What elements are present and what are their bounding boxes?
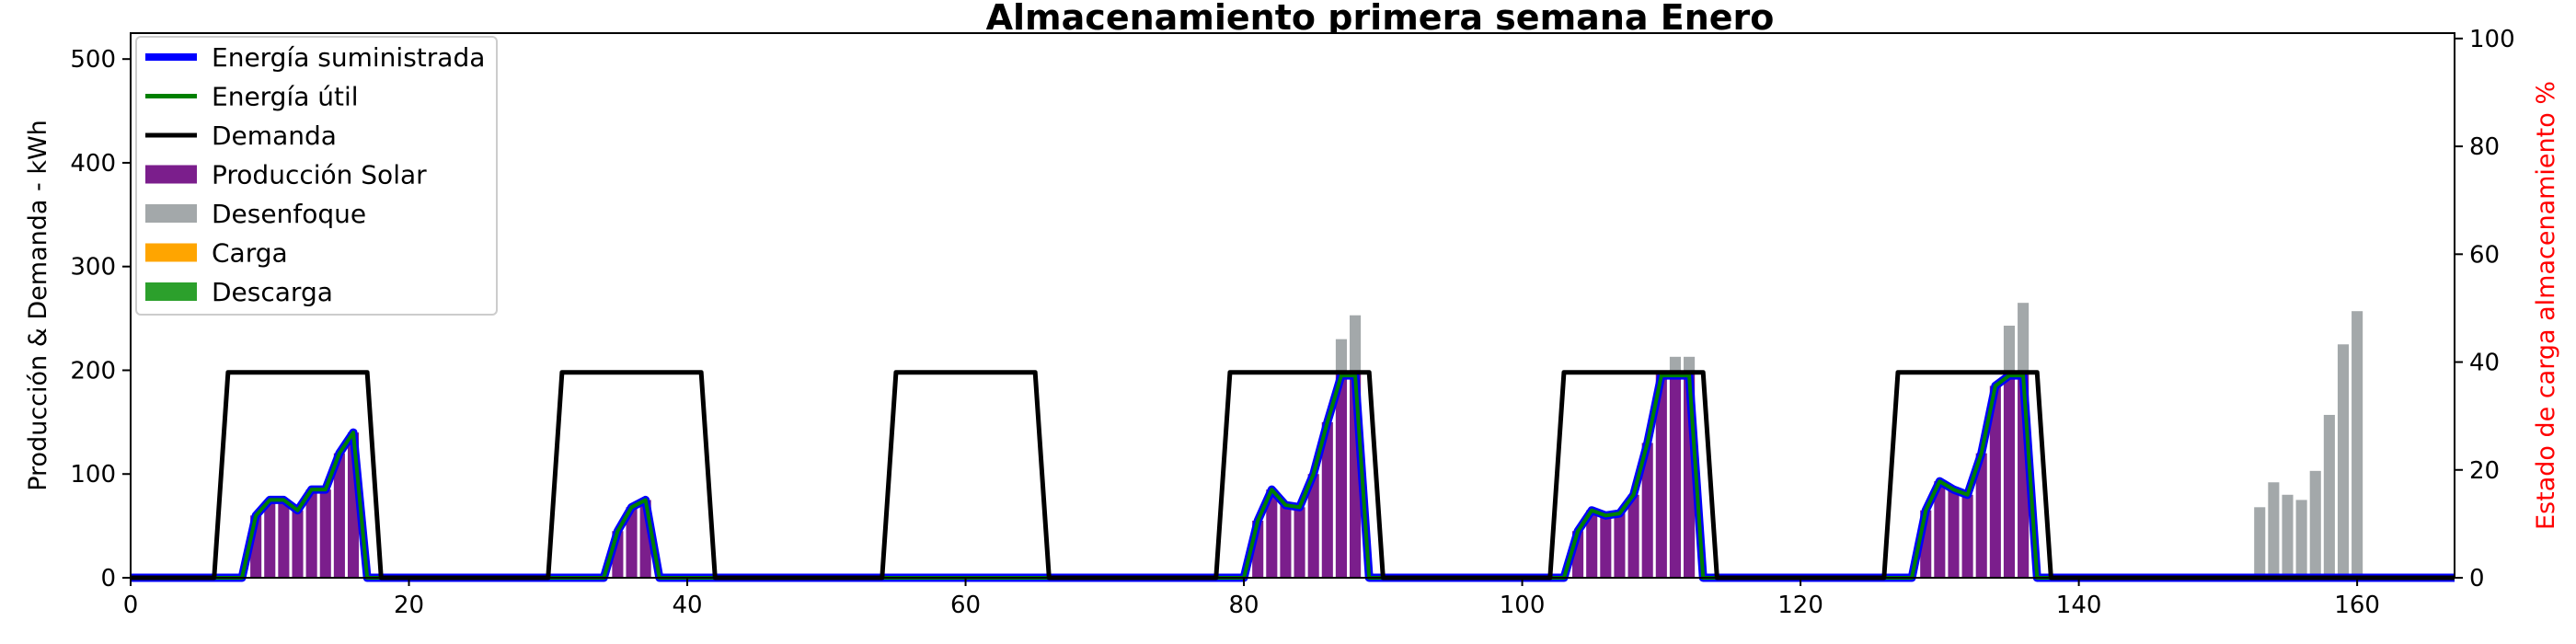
y-tick-label: 300 <box>70 254 116 282</box>
legend-label: Producción Solar <box>212 160 427 190</box>
plot-frame <box>130 32 2455 579</box>
y-axis-ticks: 0 100 200 300 400 500 <box>70 46 131 592</box>
solar-bar <box>1294 507 1305 578</box>
legend: Energía suministrada Energía útil Demanda P… <box>135 36 498 316</box>
x-tick-label: 40 <box>672 592 702 619</box>
y2-tick-label: 40 <box>2469 350 2500 377</box>
solar-bar <box>305 489 317 578</box>
legend-label: Descarga <box>212 277 333 307</box>
y2-tick-label: 100 <box>2469 26 2515 53</box>
legend-patch-swatch <box>145 204 197 223</box>
solar-bar <box>1321 421 1333 578</box>
x-tick-label: 100 <box>1500 592 1546 619</box>
solar-bar <box>626 507 638 578</box>
x-tick-label: 120 <box>1777 592 1823 619</box>
x-tick-label: 160 <box>2334 592 2380 619</box>
solar-bar <box>1989 385 2001 578</box>
y2-tick-label: 60 <box>2469 241 2500 269</box>
y-tick-label: 200 <box>70 357 116 385</box>
y-tick-label: 400 <box>70 150 116 178</box>
solar-bar <box>278 500 290 578</box>
solar-bar <box>2003 370 2016 578</box>
desenfoque-bar <box>2295 500 2307 578</box>
legend-patch-swatch <box>145 243 197 262</box>
solar-bar <box>333 453 345 578</box>
legend-label: Carga <box>212 238 288 269</box>
solar-bar <box>1934 481 1946 578</box>
legend-label: Demanda <box>212 121 337 151</box>
legend-label: Desenfoque <box>212 199 366 229</box>
solar-bar <box>1586 510 1598 578</box>
y-tick-label: 500 <box>70 46 116 74</box>
desenfoque-bar <box>2352 311 2363 578</box>
solar-bar <box>1641 443 1653 578</box>
solar-bar <box>292 510 304 578</box>
x-tick-label: 140 <box>2056 592 2102 619</box>
desenfoque-bar <box>2282 494 2294 578</box>
solar-bar <box>1335 370 1347 578</box>
solar-bar <box>1266 489 1278 578</box>
useful-energy-line <box>131 374 2455 580</box>
desenfoque-bar <box>2323 414 2335 578</box>
y2-tick-label: 0 <box>2469 565 2485 592</box>
y-tick-label: 100 <box>70 461 116 489</box>
legend-label: Energía suministrada <box>212 42 485 73</box>
y-tick-label: 0 <box>100 565 116 592</box>
x-tick-label: 20 <box>394 592 424 619</box>
x-axis-ticks: 0 20 40 60 80 100 120 140 160 <box>123 578 2380 619</box>
plot-background <box>131 33 2455 578</box>
desenfoque-bar <box>2254 507 2266 578</box>
solar-bar <box>1614 513 1626 578</box>
legend-patch-swatch <box>145 282 197 301</box>
y2-axis-ticks: 0 20 40 60 80 100 <box>2455 26 2515 592</box>
x-tick-label: 0 <box>123 592 139 619</box>
desenfoque-bar <box>2309 470 2321 578</box>
solar-bar <box>1600 515 1612 578</box>
legend-patch-swatch <box>145 165 197 184</box>
x-tick-label: 60 <box>950 592 981 619</box>
x-tick-label: 80 <box>1229 592 1259 619</box>
y2-axis-title: Estado de carga almacenamiento % <box>2532 81 2560 530</box>
desenfoque-bar <box>2337 344 2350 578</box>
solar-bar <box>1655 370 1667 578</box>
y2-tick-label: 20 <box>2469 457 2500 485</box>
legend-box <box>135 36 498 316</box>
desenfoque-bar <box>2268 482 2280 578</box>
solar-bar <box>1975 453 1987 578</box>
chart-title: Almacenamiento primera semana Enero <box>986 0 1775 38</box>
legend-label: Energía útil <box>212 82 359 112</box>
solar-bar <box>1280 505 1292 578</box>
solar-bar <box>1627 494 1639 578</box>
solar-bar <box>1948 489 1960 578</box>
solar-bar <box>1307 474 1319 578</box>
solar-bar <box>1961 494 1973 578</box>
y-axis-title: Producción & Demanda - kWh <box>24 120 52 491</box>
solar-bar <box>264 500 276 578</box>
solar-bar <box>1669 370 1682 578</box>
solar-bar <box>319 489 331 578</box>
y2-tick-label: 80 <box>2469 133 2500 161</box>
